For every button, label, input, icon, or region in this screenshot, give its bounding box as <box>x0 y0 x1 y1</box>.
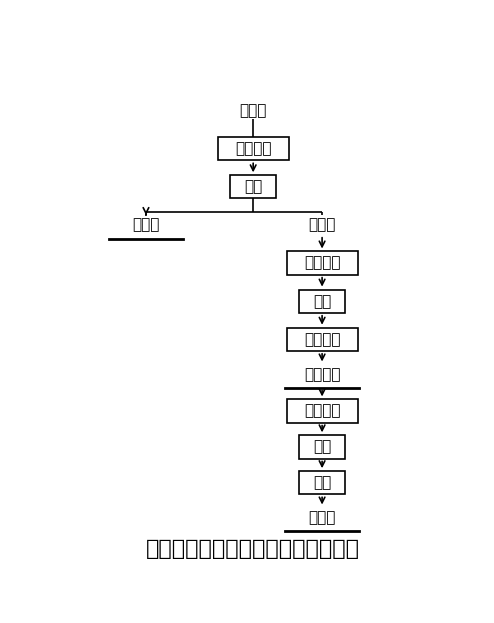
Text: 浸出: 浸出 <box>244 179 262 194</box>
Bar <box>299 435 345 459</box>
Text: 萃取: 萃取 <box>313 293 331 308</box>
Text: 活化反应: 活化反应 <box>235 141 271 156</box>
Text: 煅烧: 煅烧 <box>313 475 331 490</box>
Text: 盐酸溶解: 盐酸溶解 <box>304 404 340 419</box>
Text: 浸出液: 浸出液 <box>308 217 336 232</box>
Bar <box>230 175 276 199</box>
Bar <box>287 328 358 351</box>
Text: 洗涤反萃: 洗涤反萃 <box>304 332 340 347</box>
Bar <box>287 399 358 422</box>
Bar <box>287 252 358 275</box>
Text: 钪富集物: 钪富集物 <box>304 367 340 382</box>
Text: 沉淀: 沉淀 <box>313 439 331 454</box>
Text: 浸出渣: 浸出渣 <box>132 217 160 232</box>
Bar <box>218 137 288 160</box>
Text: 煤矸石: 煤矸石 <box>240 103 267 118</box>
Bar <box>299 290 345 313</box>
Text: 煤矸石浓硫酸活化浸出钪工艺流程图: 煤矸石浓硫酸活化浸出钪工艺流程图 <box>146 539 360 559</box>
Text: 氧化钪: 氧化钪 <box>308 510 336 525</box>
Bar <box>299 471 345 495</box>
Text: 净化除杂: 净化除杂 <box>304 255 340 270</box>
